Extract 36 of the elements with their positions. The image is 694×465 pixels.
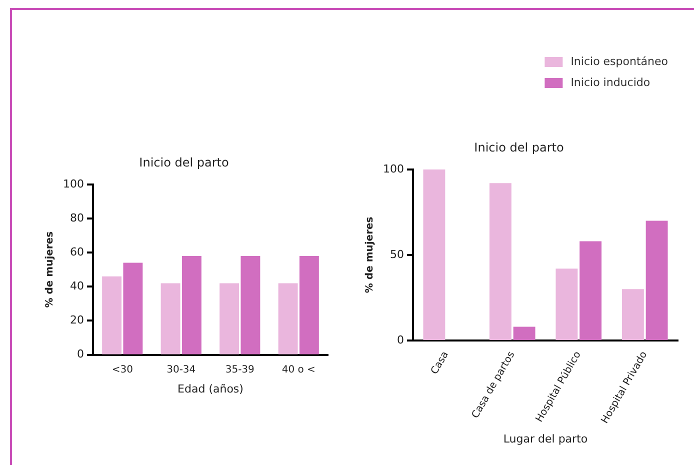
y-tick-label: 0: [396, 333, 404, 346]
bar: [580, 241, 602, 340]
legend-label: Inicio espontáneo: [570, 54, 668, 68]
bar: [646, 220, 668, 340]
y-tick-label: 80: [70, 211, 84, 224]
x-tick-label: <30: [112, 364, 133, 376]
bar: [123, 262, 143, 354]
bar: [240, 256, 260, 354]
y-tick-label: 50: [390, 248, 404, 261]
y-tick-label: 0: [76, 348, 84, 361]
x-tick-label: 40 o <: [282, 364, 316, 376]
y-tick-label: 40: [70, 280, 84, 292]
y-tick-label: 20: [70, 314, 84, 327]
bar: [556, 268, 578, 340]
bar: [489, 183, 512, 340]
bar: [622, 289, 644, 340]
x-tick-label: 35-39: [225, 364, 254, 376]
x-axis-title: Lugar del parto: [503, 432, 588, 446]
y-tick-label: 100: [62, 177, 84, 190]
bar: [299, 256, 319, 354]
y-tick-label: 100: [382, 162, 404, 176]
bar: [423, 169, 446, 340]
bar: [182, 256, 202, 354]
y-axis-title: % de mujeres: [44, 231, 56, 308]
bar: [102, 276, 122, 354]
y-axis-title: % de mujeres: [364, 216, 376, 294]
y-tick-label: 60: [70, 245, 84, 258]
chart-title: Inicio del parto: [139, 155, 229, 170]
bar: [513, 326, 536, 340]
bar: [160, 283, 180, 354]
x-tick-label: 30-34: [166, 364, 196, 376]
bar: [220, 283, 240, 354]
x-axis-title: Edad (años): [178, 382, 244, 396]
bar: [278, 283, 298, 354]
chart-title: Inicio del parto: [474, 140, 564, 154]
legend-label: Inicio inducido: [570, 76, 650, 89]
